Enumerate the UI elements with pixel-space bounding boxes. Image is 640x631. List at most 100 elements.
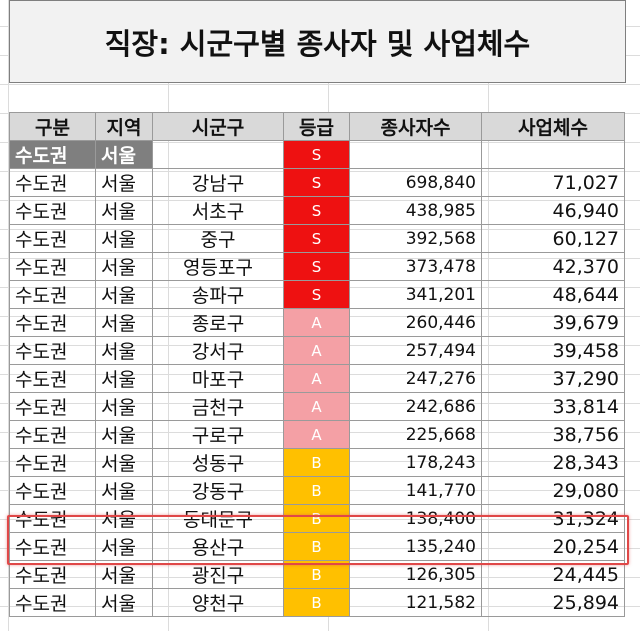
employees-cell[interactable]: 257,494	[349, 336, 482, 365]
region-cell[interactable]: 수도권	[9, 224, 96, 253]
city-cell[interactable]: 성동구	[152, 448, 284, 477]
region-cell[interactable]: 수도권	[9, 392, 96, 421]
area-cell[interactable]: 서울	[95, 196, 153, 225]
area-cell[interactable]: 서울	[95, 476, 153, 505]
region-cell[interactable]: 수도권	[9, 364, 96, 393]
businesses-cell[interactable]: 39,458	[481, 336, 625, 365]
area-cell[interactable]: 서울	[95, 532, 153, 561]
grade-cell[interactable]: B	[283, 532, 350, 561]
grade-cell[interactable]: S	[283, 252, 350, 281]
employees-cell[interactable]: 698,840	[349, 168, 482, 197]
area-cell[interactable]: 서울	[95, 336, 153, 365]
businesses-cell[interactable]: 28,343	[481, 448, 625, 477]
city-cell[interactable]: 송파구	[152, 280, 284, 309]
area-cell[interactable]: 서울	[95, 252, 153, 281]
employees-cell[interactable]: 178,243	[349, 448, 482, 477]
employees-cell[interactable]: 135,240	[349, 532, 482, 561]
businesses-cell[interactable]: 24,445	[481, 560, 625, 589]
region-cell[interactable]: 수도권	[9, 252, 96, 281]
employees-cell[interactable]: 373,478	[349, 252, 482, 281]
grade-cell[interactable]: B	[283, 448, 350, 477]
region-cell[interactable]: 수도권	[9, 308, 96, 337]
group-region-cell[interactable]: 수도권	[9, 140, 96, 169]
header-region[interactable]: 구분	[9, 112, 96, 141]
header-city[interactable]: 시군구	[152, 112, 284, 141]
employees-cell[interactable]: 126,305	[349, 560, 482, 589]
group-businesses-cell[interactable]	[481, 140, 625, 169]
businesses-cell[interactable]: 39,679	[481, 308, 625, 337]
businesses-cell[interactable]: 31,324	[481, 504, 625, 533]
employees-cell[interactable]: 242,686	[349, 392, 482, 421]
city-cell[interactable]: 중구	[152, 224, 284, 253]
region-cell[interactable]: 수도권	[9, 504, 96, 533]
city-cell[interactable]: 강동구	[152, 476, 284, 505]
area-cell[interactable]: 서울	[95, 504, 153, 533]
group-city-cell[interactable]	[152, 140, 284, 169]
employees-cell[interactable]: 247,276	[349, 364, 482, 393]
city-cell[interactable]: 종로구	[152, 308, 284, 337]
city-cell[interactable]: 용산구	[152, 532, 284, 561]
employees-cell[interactable]: 392,568	[349, 224, 482, 253]
city-cell[interactable]: 강서구	[152, 336, 284, 365]
group-area-cell[interactable]: 서울	[95, 140, 153, 169]
region-cell[interactable]: 수도권	[9, 336, 96, 365]
grade-cell[interactable]: B	[283, 588, 350, 617]
employees-cell[interactable]: 341,201	[349, 280, 482, 309]
region-cell[interactable]: 수도권	[9, 476, 96, 505]
businesses-cell[interactable]: 25,894	[481, 588, 625, 617]
businesses-cell[interactable]: 48,644	[481, 280, 625, 309]
city-cell[interactable]: 영등포구	[152, 252, 284, 281]
businesses-cell[interactable]: 46,940	[481, 196, 625, 225]
region-cell[interactable]: 수도권	[9, 420, 96, 449]
sheet-title[interactable]: 직장: 시군구별 종사자 및 사업체수	[9, 0, 626, 83]
employees-cell[interactable]: 138,400	[349, 504, 482, 533]
grade-cell[interactable]: A	[283, 336, 350, 365]
employees-cell[interactable]: 260,446	[349, 308, 482, 337]
grade-cell[interactable]: A	[283, 308, 350, 337]
header-employees[interactable]: 종사자수	[349, 112, 482, 141]
region-cell[interactable]: 수도권	[9, 168, 96, 197]
city-cell[interactable]: 구로구	[152, 420, 284, 449]
header-grade[interactable]: 등급	[283, 112, 350, 141]
grade-cell[interactable]: S	[283, 168, 350, 197]
grade-cell[interactable]: B	[283, 476, 350, 505]
group-employees-cell[interactable]	[349, 140, 482, 169]
city-cell[interactable]: 광진구	[152, 560, 284, 589]
region-cell[interactable]: 수도권	[9, 448, 96, 477]
businesses-cell[interactable]: 71,027	[481, 168, 625, 197]
area-cell[interactable]: 서울	[95, 560, 153, 589]
grade-cell[interactable]: S	[283, 196, 350, 225]
grade-cell[interactable]: A	[283, 364, 350, 393]
businesses-cell[interactable]: 33,814	[481, 392, 625, 421]
grade-cell[interactable]: B	[283, 560, 350, 589]
grade-cell[interactable]: B	[283, 504, 350, 533]
region-cell[interactable]: 수도권	[9, 532, 96, 561]
grade-cell[interactable]: S	[283, 224, 350, 253]
group-grade-cell[interactable]: S	[283, 140, 350, 169]
region-cell[interactable]: 수도권	[9, 588, 96, 617]
city-cell[interactable]: 동대문구	[152, 504, 284, 533]
city-cell[interactable]: 강남구	[152, 168, 284, 197]
businesses-cell[interactable]: 42,370	[481, 252, 625, 281]
area-cell[interactable]: 서울	[95, 364, 153, 393]
businesses-cell[interactable]: 29,080	[481, 476, 625, 505]
area-cell[interactable]: 서울	[95, 168, 153, 197]
city-cell[interactable]: 서초구	[152, 196, 284, 225]
area-cell[interactable]: 서울	[95, 448, 153, 477]
grade-cell[interactable]: A	[283, 420, 350, 449]
businesses-cell[interactable]: 20,254	[481, 532, 625, 561]
region-cell[interactable]: 수도권	[9, 560, 96, 589]
header-businesses[interactable]: 사업체수	[481, 112, 625, 141]
businesses-cell[interactable]: 37,290	[481, 364, 625, 393]
grade-cell[interactable]: A	[283, 392, 350, 421]
header-area[interactable]: 지역	[95, 112, 153, 141]
city-cell[interactable]: 양천구	[152, 588, 284, 617]
area-cell[interactable]: 서울	[95, 588, 153, 617]
area-cell[interactable]: 서울	[95, 308, 153, 337]
city-cell[interactable]: 금천구	[152, 392, 284, 421]
region-cell[interactable]: 수도권	[9, 280, 96, 309]
area-cell[interactable]: 서울	[95, 224, 153, 253]
area-cell[interactable]: 서울	[95, 280, 153, 309]
employees-cell[interactable]: 121,582	[349, 588, 482, 617]
grade-cell[interactable]: S	[283, 280, 350, 309]
